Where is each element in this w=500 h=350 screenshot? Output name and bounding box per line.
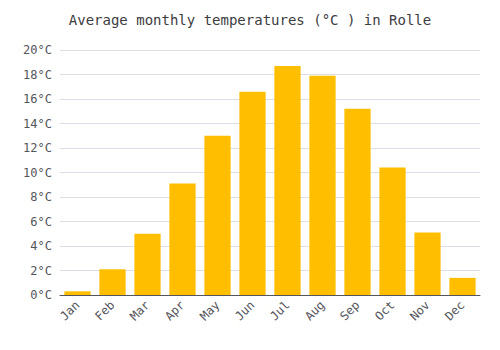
svg-text:14°C: 14°C: [23, 117, 52, 131]
svg-text:May: May: [197, 298, 222, 323]
svg-text:8°C: 8°C: [30, 190, 52, 204]
svg-text:16°C: 16°C: [23, 92, 52, 106]
svg-text:4°C: 4°C: [30, 239, 52, 253]
svg-text:20°C: 20°C: [23, 43, 52, 57]
svg-text:6°C: 6°C: [30, 215, 52, 229]
svg-text:Feb: Feb: [92, 298, 117, 323]
svg-text:Jun: Jun: [232, 298, 257, 323]
svg-text:Jul: Jul: [267, 298, 292, 323]
svg-text:Nov: Nov: [407, 298, 432, 323]
svg-text:Dec: Dec: [442, 298, 467, 323]
svg-text:Jan: Jan: [57, 298, 82, 323]
svg-text:Aug: Aug: [302, 298, 327, 323]
svg-text:Oct: Oct: [372, 298, 397, 323]
svg-text:18°C: 18°C: [23, 68, 52, 82]
svg-text:Mar: Mar: [127, 298, 152, 323]
svg-text:12°C: 12°C: [23, 141, 52, 155]
svg-text:10°C: 10°C: [23, 166, 52, 180]
svg-text:0°C: 0°C: [30, 288, 52, 302]
svg-text:2°C: 2°C: [30, 264, 52, 278]
svg-text:Average monthly temperatures (: Average monthly temperatures (°C ) in Ro…: [69, 12, 431, 28]
svg-text:Apr: Apr: [162, 298, 187, 323]
svg-text:Sep: Sep: [337, 298, 362, 323]
